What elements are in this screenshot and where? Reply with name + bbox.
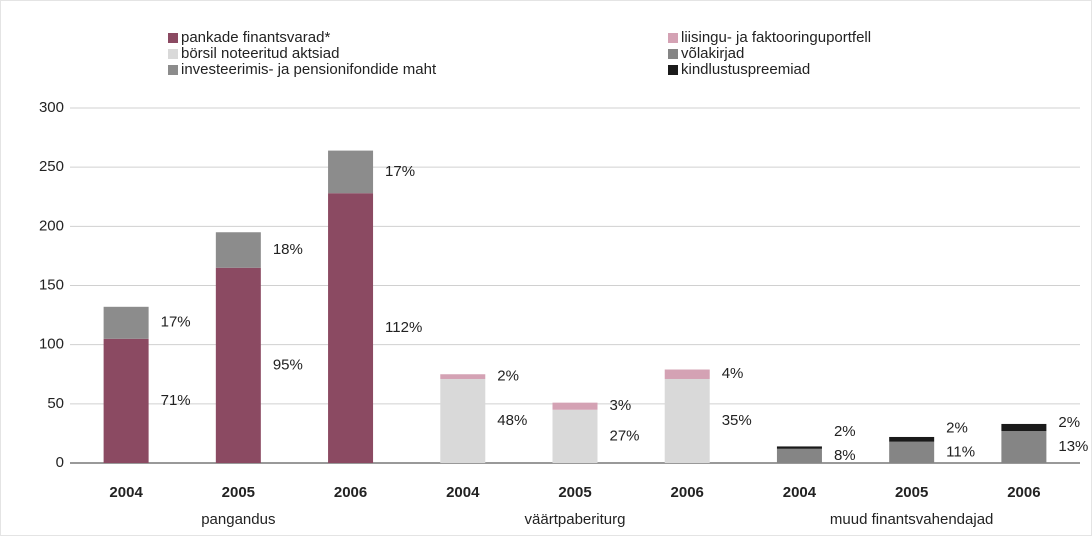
x-tick-label: 2005 bbox=[895, 484, 928, 501]
group-label: väärtpaberiturg bbox=[525, 511, 626, 528]
y-tick-label: 50 bbox=[47, 395, 64, 412]
y-tick-label: 250 bbox=[39, 158, 64, 175]
bar-segment bbox=[1001, 431, 1047, 463]
legend-swatch bbox=[668, 49, 678, 59]
bar-segment bbox=[215, 267, 261, 463]
legend-swatch bbox=[168, 65, 178, 75]
legend-swatch bbox=[168, 49, 178, 59]
legend-label: kindlustuspreemiad bbox=[681, 61, 810, 78]
bar-segment bbox=[215, 232, 261, 268]
legend-swatch bbox=[668, 33, 678, 43]
bar-segment bbox=[776, 446, 822, 449]
share-label: 17% bbox=[161, 314, 191, 331]
y-tick-label: 300 bbox=[39, 99, 64, 116]
share-label: 95% bbox=[273, 356, 303, 373]
x-tick-label: 2004 bbox=[783, 484, 817, 501]
share-label: 27% bbox=[610, 427, 640, 444]
bar-segment bbox=[889, 441, 935, 463]
x-tick-label: 2006 bbox=[671, 484, 704, 501]
x-tick-label: 2006 bbox=[1007, 484, 1040, 501]
bar-segment bbox=[440, 374, 486, 379]
x-tick-label: 2004 bbox=[109, 484, 143, 501]
legend-label: börsil noteeritud aktsiad bbox=[181, 45, 339, 62]
share-label: 17% bbox=[385, 163, 415, 180]
share-label: 2% bbox=[834, 423, 856, 440]
bar-segment bbox=[889, 436, 935, 442]
bar-segment bbox=[664, 378, 710, 463]
bar-segment bbox=[664, 369, 710, 379]
x-tick-label: 2004 bbox=[446, 484, 480, 501]
legend-label: liisingu- ja faktooringuportfell bbox=[681, 29, 871, 46]
legend-swatch bbox=[668, 65, 678, 75]
share-label: 3% bbox=[610, 397, 632, 414]
share-label: 71% bbox=[161, 392, 191, 409]
x-tick-label: 2005 bbox=[222, 484, 255, 501]
share-label: 13% bbox=[1058, 438, 1088, 455]
bar-segment bbox=[552, 402, 598, 410]
bar-segment bbox=[776, 448, 822, 463]
share-label: 48% bbox=[497, 412, 527, 429]
bar-segment bbox=[328, 150, 374, 194]
y-tick-label: 0 bbox=[56, 454, 64, 471]
share-label: 11% bbox=[946, 443, 975, 460]
share-label: 2% bbox=[1058, 414, 1080, 431]
bar-segment bbox=[1001, 423, 1047, 432]
share-label: 2% bbox=[497, 368, 519, 385]
legend-label: võlakirjad bbox=[681, 45, 744, 62]
share-label: 35% bbox=[722, 412, 752, 429]
share-label: 2% bbox=[946, 419, 968, 436]
legend-label: investeerimis- ja pensionifondide maht bbox=[181, 61, 437, 78]
share-label: 112% bbox=[385, 319, 422, 336]
share-label: 8% bbox=[834, 447, 856, 464]
group-label: muud finantsvahendajad bbox=[830, 511, 993, 528]
bar-segment bbox=[103, 338, 149, 463]
bar-segment bbox=[440, 378, 486, 463]
x-tick-label: 2006 bbox=[334, 484, 367, 501]
legend-swatch bbox=[168, 33, 178, 43]
bar-segment bbox=[328, 193, 374, 463]
y-tick-label: 200 bbox=[39, 217, 64, 234]
bar-segment bbox=[552, 409, 598, 463]
y-tick-label: 150 bbox=[39, 276, 64, 293]
group-label: pangandus bbox=[201, 511, 275, 528]
bar-segment bbox=[103, 306, 149, 339]
share-label: 4% bbox=[722, 365, 744, 382]
legend-label: pankade finantsvarad* bbox=[181, 29, 330, 46]
share-label: 18% bbox=[273, 241, 303, 258]
y-tick-label: 100 bbox=[39, 336, 64, 353]
x-tick-label: 2005 bbox=[558, 484, 591, 501]
